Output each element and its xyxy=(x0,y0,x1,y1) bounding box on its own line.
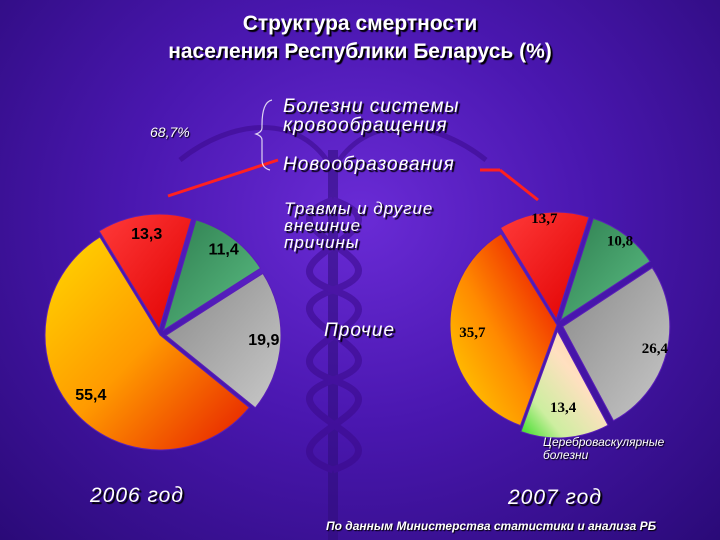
pie-label-circulatory: 55,4 xyxy=(75,387,106,404)
pie-slice-other xyxy=(165,272,282,409)
pie-label-cerebro: 13,4 xyxy=(550,400,577,416)
legend-cerebro: Цереброваскулярные болезни xyxy=(543,436,664,462)
caduceus-decoration xyxy=(178,125,488,540)
year-2007-label: 2007 год xyxy=(508,486,602,509)
pie-label-injuries: 10,8 xyxy=(607,234,633,250)
source-note: По данным Министерства статистики и анал… xyxy=(326,519,657,533)
legend-other: Прочие xyxy=(324,320,396,341)
pie-slice-injuries xyxy=(559,217,651,322)
legend-neoplasms: Новообразования xyxy=(283,154,455,175)
pie-slice-other xyxy=(562,267,671,422)
legend-brace xyxy=(254,99,273,171)
pie-slice-neoplasms xyxy=(98,213,193,331)
pie-2007: 13,7 10,8 26,4 13,4 35,7 xyxy=(449,211,671,439)
year-2006-label: 2006 год xyxy=(90,484,184,507)
pie-2006: 13,3 11,4 19,9 55,4 xyxy=(44,213,282,451)
percent-note: 68,7% xyxy=(150,124,190,140)
pie-slice-injuries xyxy=(162,219,262,332)
legend-injuries-line-3: причины xyxy=(284,233,360,252)
legend-circulatory: Болезни системы кровообращения xyxy=(283,97,459,135)
legend-circulatory-line-2: кровообращения xyxy=(283,115,448,136)
legend-injuries-line-1: Травмы и другие xyxy=(284,199,434,218)
legend-injuries-line-2: внешние xyxy=(284,216,362,235)
pie-label-other: 26,4 xyxy=(642,341,669,357)
legend-cerebro-line-2: болезни xyxy=(543,448,589,462)
pie-slice-cerebro xyxy=(520,329,609,439)
title-line-2: населения Республики Беларусь (%) xyxy=(168,40,552,63)
pie-slice-circulatory xyxy=(449,233,558,427)
pie-slice-neoplasms xyxy=(499,211,590,321)
legend-circulatory-line-1: Болезни системы xyxy=(283,96,460,117)
chart-title: Структура смертности населения Республик… xyxy=(0,10,720,66)
pie-label-other: 19,9 xyxy=(248,332,279,349)
title-line-1: Структура смертности xyxy=(242,12,478,35)
legend-cerebro-line-1: Цереброваскулярные xyxy=(543,435,665,449)
pie-label-circulatory: 35,7 xyxy=(459,325,486,341)
pie-label-neoplasms: 13,7 xyxy=(531,211,558,227)
legend-injuries: Травмы и другие внешние причины xyxy=(284,200,433,251)
callout-line-2006 xyxy=(167,158,279,198)
pie-label-neoplasms: 13,3 xyxy=(131,226,162,243)
pie-label-injuries: 11,4 xyxy=(208,241,238,258)
pie-slice-circulatory xyxy=(44,236,251,451)
callout-line-2007 xyxy=(499,168,539,202)
